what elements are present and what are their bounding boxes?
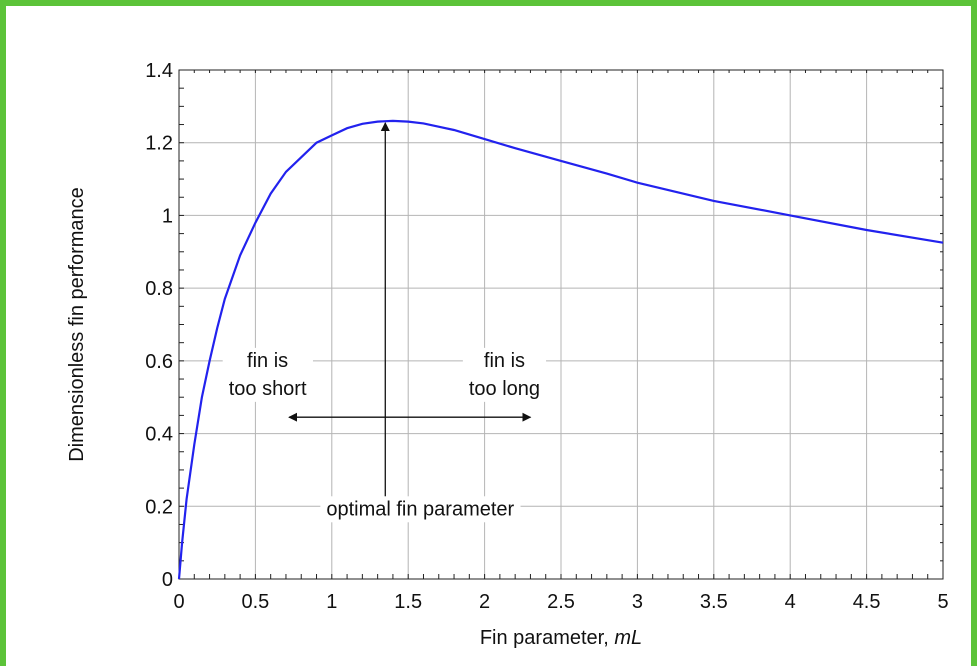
annotation-optimal: optimal fin parameter bbox=[326, 498, 514, 520]
y-tick-label: 1 bbox=[162, 205, 173, 227]
x-tick-label: 0 bbox=[173, 591, 184, 613]
y-axis-label: Dimensionless fin performance bbox=[66, 187, 88, 462]
annotation-too-short-line1: fin is bbox=[247, 350, 288, 372]
y-tick-label: 0.2 bbox=[145, 496, 173, 518]
x-tick-label: 3.5 bbox=[700, 591, 728, 613]
y-tick-label: 1.2 bbox=[145, 133, 173, 155]
annotation-too-short-line2: too short bbox=[229, 378, 307, 400]
x-tick-label: 1.5 bbox=[394, 591, 422, 613]
x-tick-label: 1 bbox=[326, 591, 337, 613]
x-axis-label: Fin parameter, mL bbox=[480, 627, 642, 649]
annotation-too-long-line2: too long bbox=[469, 378, 540, 400]
y-tick-label: 0.8 bbox=[145, 278, 173, 300]
x-tick-label: 4.5 bbox=[853, 591, 881, 613]
x-tick-label: 5 bbox=[937, 591, 948, 613]
axis-ticks: 0 0.5 1 1.5 2 2.5 3 3.5 4 4.5 5 0 0.2 0.4 0.6 0.8 1 1.2 1.… bbox=[145, 60, 948, 613]
series-line bbox=[177, 119, 944, 580]
x-tick-label: 0.5 bbox=[241, 591, 269, 613]
y-tick-label: 0 bbox=[162, 569, 173, 591]
gridlines bbox=[179, 70, 943, 579]
y-tick-label: 1.4 bbox=[145, 60, 173, 82]
annotation-too-long-line1: fin is bbox=[484, 350, 525, 372]
y-tick-label: 0.6 bbox=[145, 351, 173, 373]
x-tick-label: 3 bbox=[632, 591, 643, 613]
x-tick-label: 2 bbox=[479, 591, 490, 613]
x-tick-label: 4 bbox=[785, 591, 796, 613]
x-tick-label: 2.5 bbox=[547, 591, 575, 613]
y-tick-label: 0.4 bbox=[145, 424, 173, 446]
